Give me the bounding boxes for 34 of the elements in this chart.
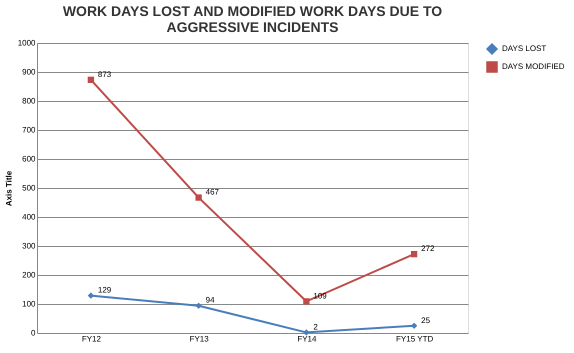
x-tick-label: FY13	[190, 334, 210, 344]
legend-label: DAYS MODIFIED	[502, 62, 565, 71]
y-tick-label: 200	[22, 270, 36, 280]
point	[88, 76, 94, 83]
x-tick-label: FY14	[297, 334, 317, 344]
point	[195, 302, 202, 309]
point	[410, 250, 418, 258]
point	[303, 329, 310, 336]
data-label: 94	[206, 296, 216, 305]
y-axis-title: Axis Title	[4, 170, 14, 206]
y-tick-label: 700	[22, 126, 36, 134]
data-label: 272	[421, 244, 436, 254]
y-tick-label: 300	[22, 242, 36, 250]
point	[195, 194, 202, 201]
y-tick-label: 500	[22, 184, 36, 192]
point	[303, 298, 310, 305]
chart-title: WORK DAYS LOST AND MODIFIED WORK DAYS DUE TO AGGRESSIVE INCIDENTS	[62, 3, 442, 35]
y-tick-label: 800	[22, 96, 36, 106]
data-label: 873	[98, 70, 112, 79]
y-tick-label: 400	[22, 212, 36, 222]
data-label: 2	[313, 322, 318, 332]
x-tick-label: FY12	[82, 334, 102, 344]
y-tick-label: 900	[22, 68, 36, 76]
y-tick-label: 600	[22, 154, 36, 164]
legend-label: DAYS LOST	[502, 44, 546, 53]
data-label: 129	[98, 286, 112, 295]
y-tick-label: 0	[31, 328, 36, 338]
x-tick-label: FY15 YTD	[396, 334, 434, 344]
data-label: 25	[421, 316, 431, 325]
point	[410, 322, 418, 329]
y-tick-label: 100	[22, 300, 36, 308]
data-label: 467	[206, 188, 220, 197]
y-tick-label: 1000	[18, 38, 36, 48]
point	[88, 292, 94, 299]
